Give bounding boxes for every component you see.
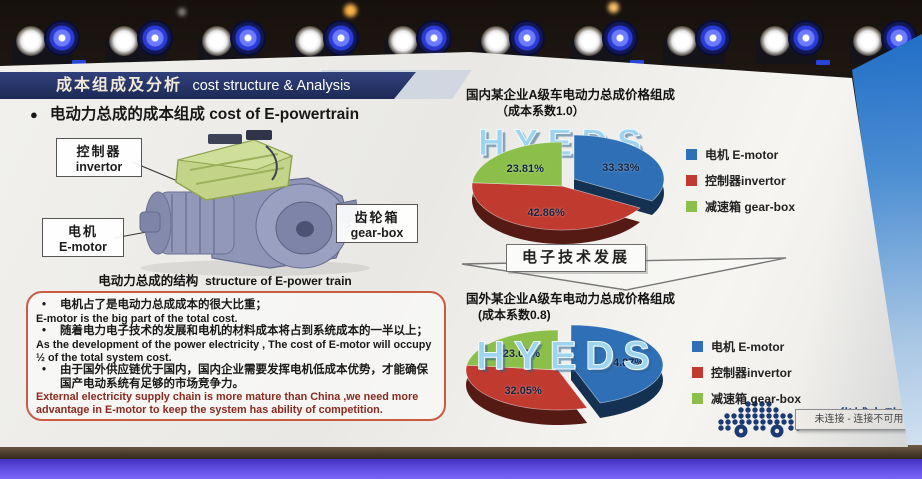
pie2-container: 44.87% 32.05% 23.08% <box>458 320 678 438</box>
label-box-motor: 电机 E-motor <box>42 218 124 257</box>
pie1-chart <box>471 134 665 244</box>
note-line: • 电机占了是电动力总成成本的很大比重； <box>42 299 267 311</box>
note-line: • 随着电力电子技术的发展和电机的材料成本将占到系统成本的一半以上； <box>42 325 428 338</box>
legend-label: 减速箱 gear-box <box>711 392 802 406</box>
slide-title-zh: 成本组成及分析 <box>56 77 183 94</box>
chart2-title: 国外某企业A级车电动力总成价格组成 (成本系数0.8) <box>466 292 776 323</box>
pie-slice-label: 23.81% <box>506 162 544 175</box>
pie2-chart <box>465 324 664 425</box>
notes-box: • 电机占了是电动力总成成本的很大比重； E-motor is the big pa… <box>26 291 446 421</box>
legend-item: 控制器invertor <box>686 172 795 189</box>
legend-label: 控制器invertor <box>711 366 792 380</box>
legend-item: 减速箱 gear-box <box>686 198 795 215</box>
legend-label: 减速箱 gear-box <box>705 200 796 214</box>
pie2-legend: 电机 E-motor 控制器invertor 减速箱 gear-box <box>692 338 801 416</box>
legend-item: 减速箱 gear-box <box>692 390 801 407</box>
stage-floor-glow <box>0 459 922 479</box>
arrow-label: 电子技术发展 <box>506 244 646 272</box>
bullet-line: ● 电动力总成的成本组成 cost of E-powertrain <box>30 106 360 123</box>
figure-caption: 电动力总成的结构 structure of E-power train <box>98 274 352 288</box>
note-line: As the development of the power electric… <box>36 338 432 364</box>
pie-slice-label: 23.08% <box>502 348 541 361</box>
notes-list: • 电机占了是电动力总成成本的很大比重； E-motor is the big pa… <box>36 299 434 417</box>
pie-slice-label: 44.87% <box>606 357 645 370</box>
legend-swatch <box>692 341 703 352</box>
stage-lights <box>0 0 922 78</box>
pie2-watermark: HYEDS <box>476 334 659 379</box>
bullet-dot: ● <box>30 107 38 122</box>
title-banner: 成本组成及分析 cost structure & Analysis <box>0 72 416 99</box>
note-line: • 由于国外供应链优于国内，国内企业需要发挥电机低成本优势，才能确保国产电动系统有… <box>42 364 428 390</box>
slide-title-en: cost structure & Analysis <box>192 78 351 94</box>
note-line: E-motor is the big part of the total cos… <box>36 312 238 325</box>
legend-item: 电机 E-motor <box>692 338 801 355</box>
chart2-subtitle: (成本系数0.8) <box>478 307 551 322</box>
legend-swatch <box>692 393 703 404</box>
chart1-subtitle: （成本系数1.0） <box>496 103 585 118</box>
legend-label: 电机 E-motor <box>711 340 785 354</box>
powertrain-figure: 控制器 invertor 电机 E-motor 齿轮箱 gear-box <box>40 126 445 278</box>
legend-swatch <box>692 367 703 378</box>
label-box-invertor: 控制器 invertor <box>56 138 142 177</box>
company-logo: 华域电动 未连接 - 连接不可用 <box>714 396 908 442</box>
transition-arrow: 电子技术发展 <box>458 244 790 292</box>
note-line: External electricity supply chain is mor… <box>36 391 419 417</box>
legend-label: 电机 E-motor <box>705 148 779 162</box>
label-box-gearbox: 齿轮箱 gear-box <box>336 204 418 243</box>
network-tooltip: 未连接 - 连接不可用 <box>795 409 908 430</box>
legend-swatch <box>686 175 697 186</box>
pie1-container: 33.33% 42.86% 23.81% <box>462 124 677 252</box>
pie-slice-label: 32.05% <box>504 384 542 397</box>
legend-item: 控制器invertor <box>692 364 801 381</box>
legend-swatch <box>686 149 697 160</box>
bokeh-light <box>344 4 357 17</box>
stage-edge <box>0 445 922 461</box>
pie-slice-label: 33.33% <box>602 161 640 174</box>
legend-item: 电机 E-motor <box>686 146 795 163</box>
bokeh-light <box>178 8 186 16</box>
pie1-legend: 电机 E-motor 控制器invertor 减速箱 gear-box <box>686 146 795 224</box>
pie-slice-label: 42.86% <box>527 207 565 220</box>
chart1-title: 国内某企业A级车电动力总成价格组成 （成本系数1.0） <box>466 88 776 119</box>
legend-label: 控制器invertor <box>705 174 786 188</box>
legend-swatch <box>686 201 697 212</box>
bokeh-light <box>608 2 619 13</box>
